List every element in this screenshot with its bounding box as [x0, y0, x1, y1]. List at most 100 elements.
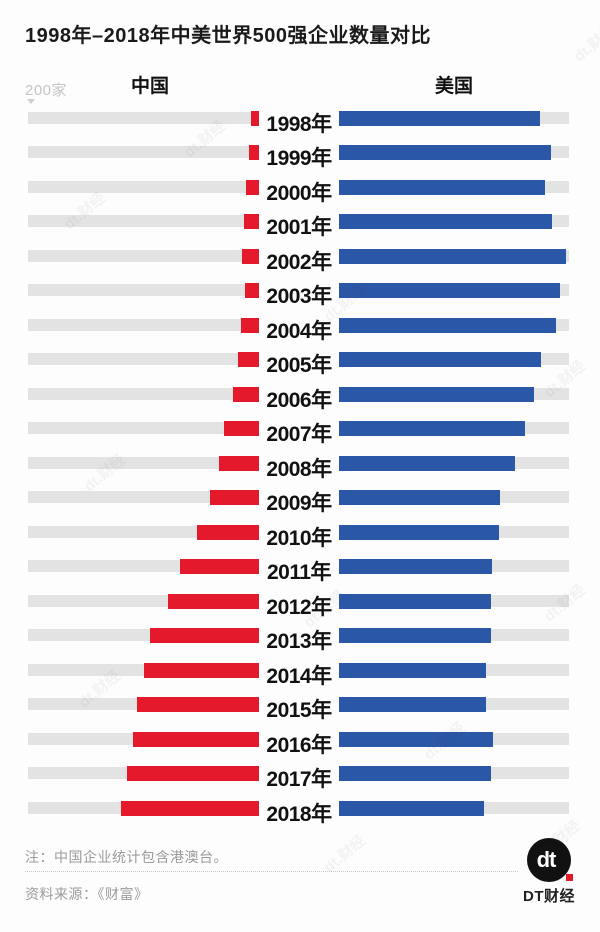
year-label: 2010年 — [266, 526, 332, 550]
year-label: 2012年 — [266, 595, 332, 619]
year-label: 2002年 — [266, 250, 332, 274]
chart-row: 2017年 — [0, 766, 600, 791]
usa-bar — [339, 524, 499, 540]
usa-bar — [339, 490, 500, 505]
chart-row: 2008年 — [0, 455, 600, 481]
year-label: 2017年 — [266, 768, 332, 791]
usa-bar — [339, 766, 491, 781]
chart-title: 1998年–2018年中美世界500强企业数量对比 — [25, 25, 431, 47]
year-label: 2004年 — [266, 319, 332, 343]
usa-bar — [339, 214, 552, 229]
chart-row: 2009年 — [0, 490, 600, 515]
china-bar — [150, 628, 259, 643]
left-track — [28, 456, 259, 469]
chart-row: 2004年 — [0, 317, 600, 343]
usa-bar — [339, 179, 545, 195]
year-label: 2018年 — [266, 802, 332, 826]
year-label: 2009年 — [266, 492, 332, 515]
axis-marker-arrow-icon — [27, 99, 35, 104]
left-track — [28, 111, 259, 124]
usa-bar — [339, 628, 491, 643]
left-track — [28, 422, 259, 434]
chart-row: 2002年 — [0, 248, 600, 274]
year-label: 2014年 — [266, 664, 332, 688]
china-bar — [127, 766, 259, 781]
usa-bar — [339, 731, 493, 747]
left-track — [28, 249, 259, 262]
chart-row: 2016年 — [0, 731, 600, 757]
year-label: 2006年 — [266, 388, 332, 412]
usa-bar — [339, 421, 525, 436]
china-bar — [180, 559, 259, 574]
left-track — [28, 284, 259, 296]
chart-row: 2010年 — [0, 524, 600, 550]
left-track — [28, 180, 259, 193]
china-bar — [210, 490, 259, 505]
usa-bar — [339, 283, 560, 298]
year-label: 2001年 — [266, 216, 332, 239]
series-label-usa: 美国 — [434, 76, 473, 97]
china-bar — [224, 421, 259, 436]
chart-row: 1998年 — [0, 110, 600, 136]
chart-row: 2007年 — [0, 421, 600, 446]
year-label: 2007年 — [266, 423, 332, 446]
china-bar — [238, 352, 259, 367]
usa-bar — [339, 593, 491, 609]
left-track — [28, 146, 259, 158]
year-label: 1999年 — [266, 147, 332, 170]
chart-row: 1999年 — [0, 145, 600, 170]
chart-row: 2015年 — [0, 697, 600, 722]
usa-bar — [339, 559, 492, 574]
china-bar — [121, 800, 259, 816]
china-bar — [246, 179, 259, 195]
year-label: 2000年 — [266, 181, 332, 205]
year-label: 2015年 — [266, 699, 332, 722]
dt-logo-monogram: dt — [536, 847, 557, 872]
year-label: 2005年 — [266, 354, 332, 377]
usa-bar — [339, 800, 484, 816]
china-bar — [251, 110, 259, 126]
china-bar — [233, 386, 259, 402]
china-bar — [241, 317, 259, 333]
usa-bar — [339, 662, 486, 678]
year-label: 2013年 — [266, 630, 332, 653]
dt-logo-red-dot — [566, 874, 573, 881]
left-track — [28, 491, 259, 503]
chart-row: 2000年 — [0, 179, 600, 205]
chart-row: 2012年 — [0, 593, 600, 619]
year-label: 2016年 — [266, 733, 332, 757]
china-bar — [197, 524, 259, 540]
china-bar — [219, 455, 259, 471]
left-track — [28, 215, 259, 227]
left-track — [28, 318, 259, 331]
china-bar — [242, 248, 259, 264]
footnote: 注：中国企业统计包含港澳台。 — [25, 849, 228, 865]
china-bar — [133, 731, 259, 747]
year-label: 2003年 — [266, 285, 332, 308]
china-bar — [137, 697, 259, 712]
usa-bar — [339, 697, 486, 712]
china-bar — [168, 593, 259, 609]
chart-row: 2005年 — [0, 352, 600, 377]
dt-logo-label: DT财经 — [523, 888, 575, 905]
usa-bar — [339, 110, 540, 126]
chart-row: 2013年 — [0, 628, 600, 653]
usa-bar — [339, 352, 541, 367]
china-bar — [244, 214, 259, 229]
left-track — [28, 387, 259, 400]
china-bar — [245, 283, 259, 298]
usa-bar — [339, 386, 534, 402]
chart-row: 2001年 — [0, 214, 600, 239]
usa-bar — [339, 248, 566, 264]
series-label-china: 中国 — [130, 76, 169, 97]
usa-bar — [339, 455, 515, 471]
chart-row: 2006年 — [0, 386, 600, 412]
china-bar — [249, 145, 259, 160]
chart-row: 2014年 — [0, 662, 600, 688]
usa-bar — [339, 145, 551, 160]
year-label: 1998年 — [266, 112, 332, 136]
usa-bar — [339, 317, 556, 333]
chart-row: 2003年 — [0, 283, 600, 308]
china-bar — [144, 662, 259, 678]
